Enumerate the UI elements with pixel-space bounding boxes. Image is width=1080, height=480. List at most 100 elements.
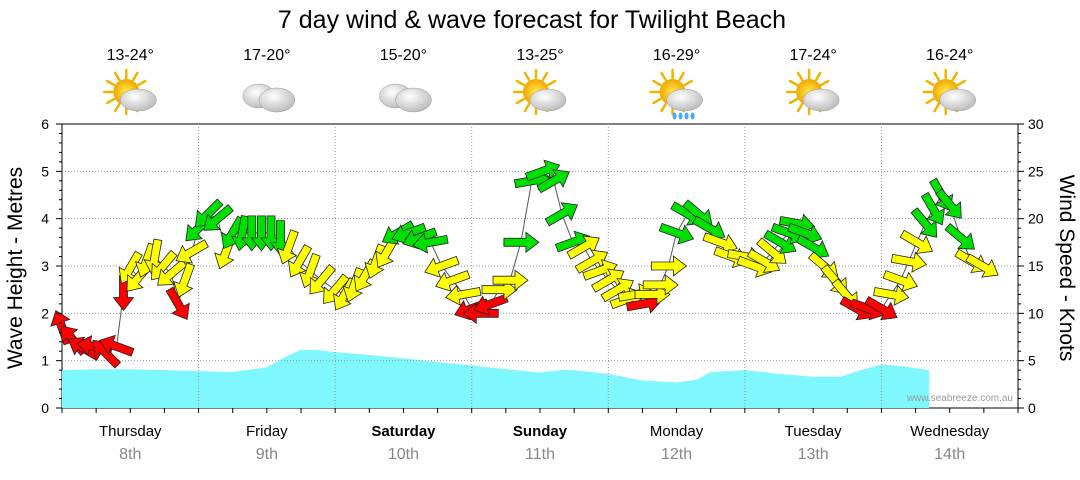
wind-arrow — [920, 191, 945, 226]
temperature-range: 15-20° — [380, 47, 427, 64]
cloud-puff — [395, 87, 432, 113]
right-tick-label: 25 — [1028, 163, 1044, 179]
sun-ray — [137, 79, 147, 87]
temperature-range: 16-29° — [653, 47, 700, 64]
wave-height-fill — [62, 349, 930, 408]
sun-ray — [925, 97, 935, 105]
sun-ray — [820, 79, 830, 87]
watermark: www.seabreeze.com.au — [906, 393, 1013, 404]
wind-arrow — [746, 248, 781, 273]
sun-ray — [814, 71, 822, 82]
sun-ray — [515, 79, 526, 87]
wind-arrow — [899, 229, 934, 254]
sun-ray — [788, 79, 799, 87]
wind-arrow — [756, 237, 787, 264]
wind-speed-path — [61, 170, 983, 354]
wind-arrow — [634, 283, 671, 306]
wind-arrow — [364, 243, 387, 279]
wind-arrow — [112, 275, 135, 312]
left-tick-label: 6 — [41, 116, 49, 132]
left-tick-label: 2 — [41, 305, 49, 321]
wind-arrow — [873, 284, 910, 306]
sun-ray — [678, 71, 685, 82]
sun-ray — [105, 97, 116, 105]
date-label: 10th — [388, 446, 419, 463]
right-tick-label: 20 — [1028, 211, 1044, 227]
day-label: Saturday — [371, 423, 436, 440]
cloud-puff — [939, 88, 976, 112]
left-tick-label: 1 — [41, 353, 49, 369]
wind-arrow — [435, 270, 471, 292]
wind-speed-line — [61, 170, 983, 354]
rain-drop — [678, 112, 683, 120]
wind-arrow — [890, 251, 928, 273]
temperature-range: 16-24° — [926, 47, 973, 64]
wind-arrow — [157, 259, 188, 286]
wind-arrow — [260, 215, 282, 252]
right-tick-label: 15 — [1028, 258, 1044, 274]
cloud-puff — [120, 88, 157, 112]
cloud-puff — [529, 88, 567, 112]
sun-ray — [683, 79, 693, 87]
sun-ray — [105, 79, 116, 87]
wind-arrow — [544, 202, 579, 227]
cloud-puff — [666, 88, 703, 112]
wind-arrow — [175, 239, 209, 264]
temperature-range: 13-24° — [107, 47, 154, 64]
day-label: Monday — [650, 423, 704, 440]
wind-arrow — [642, 274, 679, 296]
wind-arrow — [651, 255, 688, 277]
wind-arrow — [787, 222, 823, 245]
wind-arrow — [763, 229, 797, 254]
day-labels: Thursday 8th Friday 9th Saturday 10th Sunday 11… — [99, 423, 990, 463]
right-axis-label: Wind Speed - Knots — [1055, 175, 1078, 362]
wind-arrow — [462, 302, 499, 325]
wind-arrow — [882, 270, 919, 292]
sun-ray — [788, 97, 799, 105]
wind-arrow — [118, 250, 143, 285]
wind-arrow — [965, 253, 999, 278]
sun-ray — [114, 102, 121, 113]
temperature-range: 17-20° — [243, 47, 290, 64]
sun-ray — [796, 102, 804, 113]
left-tick-label: 0 — [41, 400, 49, 416]
sun-ray — [933, 102, 940, 113]
wind-arrow — [165, 286, 190, 321]
sun-cloud-icon — [922, 68, 976, 116]
sun-ray — [796, 71, 804, 82]
day-label: Tuesday — [785, 423, 842, 440]
wind-arrow — [910, 207, 938, 238]
rain-drop — [672, 112, 677, 120]
wind-arrow — [536, 169, 570, 194]
right-axis-ticks: 0 5 10 15 20 25 30 — [1018, 116, 1044, 416]
sun-ray — [652, 79, 662, 87]
wind-arrow — [287, 244, 313, 278]
sun-ray — [132, 71, 139, 82]
date-label: 13th — [798, 446, 829, 463]
right-tick-label: 0 — [1028, 400, 1036, 416]
date-label: 9th — [256, 446, 278, 463]
wind-arrows — [50, 159, 999, 369]
temperature-range: 17-24° — [789, 47, 836, 64]
left-tick-label: 4 — [41, 211, 49, 227]
wind-arrow — [424, 255, 460, 278]
wind-arrow — [309, 264, 337, 295]
weather-icons — [103, 68, 976, 120]
sun-rain-icon — [649, 68, 703, 120]
wind-arrow — [566, 235, 600, 260]
wind-arrow — [795, 234, 830, 259]
left-axis-ticks: 0 1 2 3 4 5 6 — [41, 116, 62, 416]
temperature-row: 13-24° 17-20° 15-20° 13-25° 16-29° 17-24° 16-2… — [107, 47, 974, 64]
cloud-icon — [242, 83, 296, 113]
left-axis-label: Wave Height - Metres — [4, 167, 27, 369]
day-label: Sunday — [513, 423, 568, 440]
wind-arrow — [658, 222, 695, 245]
wind-arrow — [473, 293, 509, 316]
wind-arrow — [342, 267, 365, 303]
wind-arrow — [99, 334, 135, 357]
sun-ray — [546, 79, 557, 87]
sun-ray — [515, 97, 526, 105]
right-tick-label: 30 — [1028, 116, 1044, 132]
sun-cloud-icon — [103, 68, 157, 116]
wind-arrow — [481, 278, 518, 301]
